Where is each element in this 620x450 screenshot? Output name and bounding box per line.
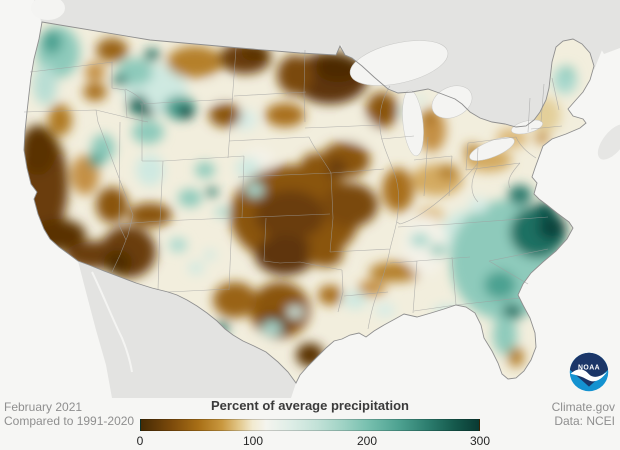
mexico-landmass [78,261,296,398]
legend-colorbar [140,419,480,431]
legend-tick-100: 100 [242,434,264,448]
gulf-of-california [91,271,133,373]
legend-title: Percent of average precipitation [211,398,409,413]
lake-michigan [402,89,424,157]
legend-tick-300: 300 [469,434,491,448]
noaa-logo-seagull [570,369,608,382]
lake-erie [469,137,515,161]
attribution-data-source: Data: NCEI [554,414,615,428]
lake-ontario [511,119,543,135]
noaa-logo: NOAA [569,352,609,392]
period-date: February 2021 [4,400,83,414]
great-lakes [349,40,543,161]
legend-tick-200: 200 [356,434,378,448]
state-borders [23,47,563,330]
lake-superior [349,40,449,86]
noaa-logo-text: NOAA [578,364,600,371]
attribution-site: Climate.gov [551,400,615,414]
period-baseline: Compared to 1991-2020 [4,414,135,428]
attribution-label: Climate.gov Data: NCEI [552,400,615,428]
period-label: February 2021 Compared to 1991-2020 [4,400,134,428]
legend-tick-0: 0 [136,434,144,448]
us-border-outline [23,21,595,384]
